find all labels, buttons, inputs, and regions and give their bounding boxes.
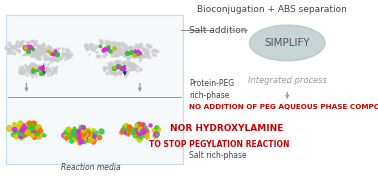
Text: TO STOP PEGYLATION REACTION: TO STOP PEGYLATION REACTION (149, 141, 290, 149)
Text: Salt rich-phase: Salt rich-phase (189, 151, 246, 160)
Text: SIMPLIFY: SIMPLIFY (265, 38, 310, 48)
Text: Salt addition: Salt addition (189, 26, 246, 35)
Text: Integrated process: Integrated process (248, 76, 327, 85)
FancyBboxPatch shape (6, 15, 183, 164)
Text: NO ADDITION OF PEG AQUEOUS PHASE COMPONENT: NO ADDITION OF PEG AQUEOUS PHASE COMPONE… (189, 104, 378, 110)
Text: Reaction media: Reaction media (61, 163, 121, 172)
Text: NOR HYDROXYLAMINE: NOR HYDROXYLAMINE (170, 124, 284, 133)
Circle shape (249, 25, 325, 61)
Text: Bioconjugation + ABS separation: Bioconjugation + ABS separation (197, 5, 347, 14)
Text: Protein-PEG
rich-phase: Protein-PEG rich-phase (189, 79, 234, 100)
